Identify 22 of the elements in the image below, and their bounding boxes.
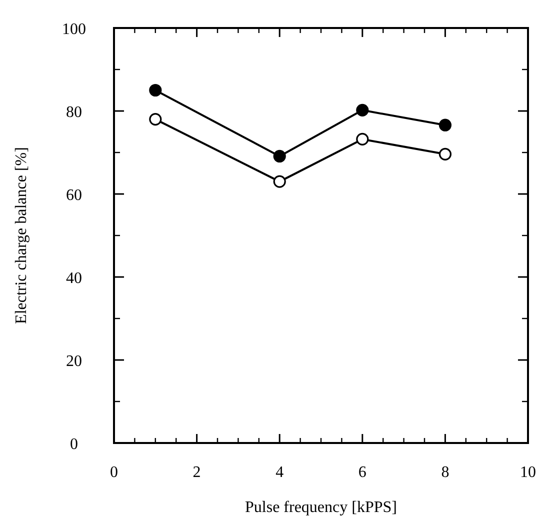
y-tick-label: 80 [66, 104, 82, 121]
y-tick-label: 20 [66, 353, 82, 370]
point [356, 132, 369, 146]
y-tick-label: 100 [62, 21, 86, 38]
y-tick-label: 40 [66, 270, 82, 287]
x-tick-label: 10 [520, 464, 536, 481]
point [273, 175, 286, 188]
x-tick-label: 0 [110, 464, 118, 481]
x-axis-title: Pulse frequency [kPPS] [245, 499, 397, 516]
point [149, 84, 162, 97]
point [356, 104, 369, 116]
point [273, 150, 286, 163]
y-tick-label: 60 [66, 187, 82, 204]
y-tick-label: 0 [70, 436, 78, 453]
x-tick-label: 6 [358, 464, 366, 481]
point [438, 118, 452, 132]
y-axis-title: Electric charge balance [%] [13, 147, 30, 324]
x-tick-label: 8 [441, 464, 450, 481]
point [438, 148, 452, 160]
x-tick-label: 4 [276, 464, 284, 481]
x-tick-label: 2 [192, 464, 201, 481]
point [149, 113, 162, 126]
